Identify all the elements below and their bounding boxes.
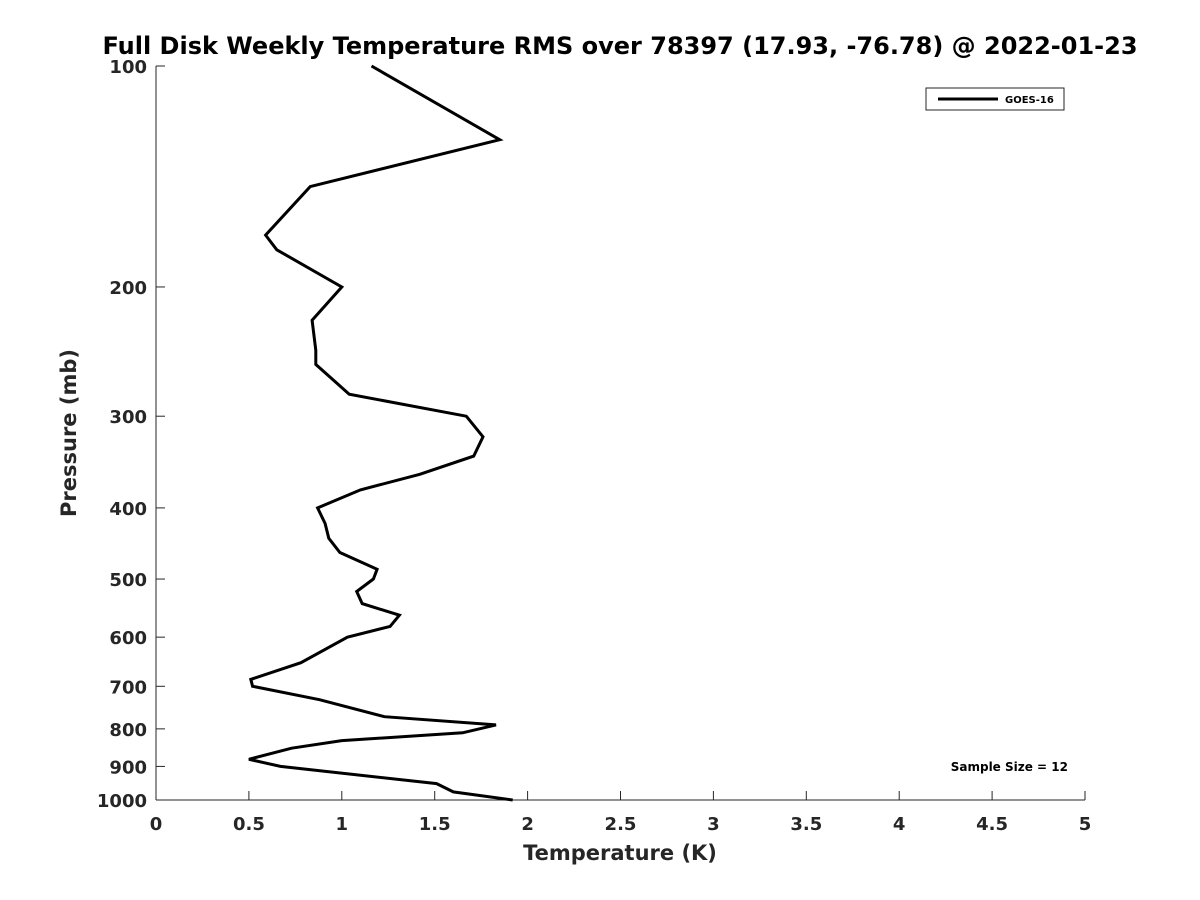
x-tick-label: 4: [893, 814, 906, 835]
x-tick-label: 5: [1079, 814, 1092, 835]
x-tick-label: 3.5: [790, 814, 822, 835]
y-tick-label: 100: [109, 57, 147, 78]
x-tick-label: 0: [150, 814, 163, 835]
legend: GOES-16: [925, 87, 1065, 111]
y-tick-label: 800: [109, 720, 147, 741]
x-tick-label: 1.5: [419, 814, 451, 835]
legend-label: GOES-16: [1005, 95, 1054, 106]
x-axis-label: Temperature (K): [523, 841, 717, 865]
x-tick-label: 2: [521, 814, 534, 835]
plot-area: [156, 66, 1085, 800]
x-tick-label: 3: [707, 814, 720, 835]
x-tick-label: 4.5: [976, 814, 1008, 835]
x-axis-ticks: 0 0.5 1 1.5 2 2.5 3 3.5 4 4.5 5: [150, 791, 1092, 835]
y-tick-label: 400: [109, 499, 147, 520]
y-tick-label: 700: [109, 677, 147, 698]
y-tick-label: 300: [109, 407, 147, 428]
y-tick-label: 600: [109, 628, 147, 649]
y-axis-label: Pressure (mb): [57, 349, 81, 517]
series-group: [248, 64, 513, 802]
y-tick-label: 900: [109, 757, 147, 778]
sample-size-annotation: Sample Size = 12: [951, 760, 1068, 774]
x-tick-label: 1: [336, 814, 349, 835]
y-tick-label: 200: [109, 278, 147, 299]
series-line-1: [248, 64, 513, 802]
y-tick-label: 1000: [97, 791, 147, 812]
chart-title: Full Disk Weekly Temperature RMS over 78…: [102, 32, 1137, 60]
y-tick-label: 500: [109, 570, 147, 591]
y-axis-ticks: 100 200 300 400 500 600 700 800 900 1000: [97, 57, 165, 812]
x-tick-label: 0.5: [233, 814, 265, 835]
x-tick-label: 2.5: [605, 814, 637, 835]
